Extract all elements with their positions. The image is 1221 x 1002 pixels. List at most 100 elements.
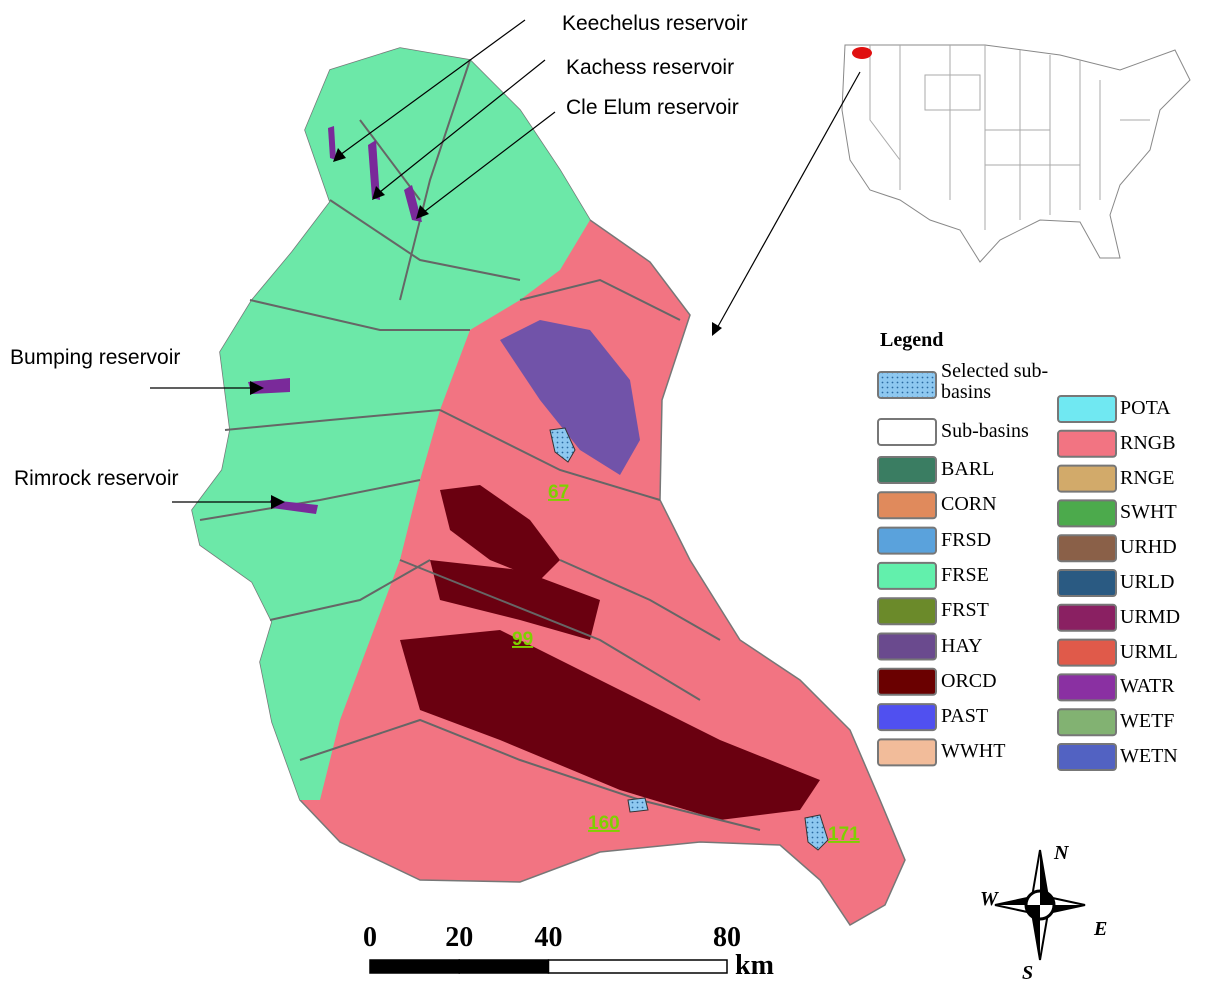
legend-label: URML [1120,640,1178,663]
inset-arrow [715,71,861,331]
arrow-head [416,205,429,219]
compass-label: S [1022,962,1033,984]
compass-label: W [980,888,999,910]
legend-swatch [1057,534,1117,563]
selected-sub-basin [627,797,649,813]
legend-swatch [1057,743,1117,771]
basin [191,47,906,926]
legend-swatch [1057,638,1117,667]
selected-sub-basin [549,427,576,463]
legend-swatch [877,597,937,626]
scale-unit: km [735,950,774,981]
legend-label: FRSE [941,563,989,586]
sub-basin-label: 160 [588,813,620,834]
sub-basin-lines [199,59,761,831]
legend-label: RNGB [1120,431,1176,454]
legend-swatch [1057,499,1117,528]
legend-label: WWHT [941,740,1006,763]
compass-label: E [1093,918,1107,940]
arrow [379,59,546,193]
legend-label: URMD [1120,605,1181,628]
legend-swatch [877,418,937,446]
reservoir [368,140,380,200]
legend-label: Selected sub-basins [941,360,1049,403]
legend-swatch [877,561,937,590]
legend-swatch [1057,708,1117,737]
reservoir-label: Rimrock reservoir [14,467,179,490]
legend-label: WETN [1120,745,1178,767]
legend-label: FRST [941,599,989,622]
arrow-head [271,495,285,509]
legend-label: HAY [941,634,983,657]
us-outline [841,44,1191,263]
legend-swatch [1057,395,1117,423]
selected-sub-basin [804,814,829,851]
arrow [339,19,526,156]
scale-label: 40 [535,922,563,953]
scale-segment [369,959,460,974]
inset-map [712,44,1191,336]
legend-swatch [877,491,937,520]
reservoir [404,185,422,222]
scale-segment [458,959,550,974]
arrow-head [333,148,346,162]
scale-label: 0 [363,922,377,953]
legend-label: RNGE [1120,466,1175,489]
legend-label: POTA [1120,397,1171,419]
compass-label: N [1053,842,1070,864]
compass: N E S W [980,842,1107,984]
legend-label: URHD [1120,536,1177,559]
legend-label: SWHT [1120,501,1177,524]
legend-label: CORN [941,493,997,516]
scale-label: 20 [445,922,473,953]
legend-swatch [1057,603,1117,632]
sub-basin-label: 171 [828,824,860,845]
arrow-head [372,186,385,200]
reservoir-label: Keechelus reservoir [562,12,748,35]
orchard-area [430,560,600,640]
scale-label: 80 [713,922,741,953]
legend-label: WATR [1120,675,1175,698]
arrow-head [712,322,722,336]
arrow-head [250,381,264,395]
orchard-area [440,485,560,580]
legend-swatch [877,456,937,484]
legend-swatch [1057,464,1117,493]
state-lines [869,45,1150,230]
legend-swatch [877,703,937,732]
washington-highlight [852,47,872,59]
arrow-heads [250,148,429,509]
reservoir-label: Cle Elum reservoir [566,96,739,119]
legend-label: Sub-basins [941,420,1029,442]
legend-swatch [877,632,937,661]
compass-star [995,850,1085,960]
reservoir-label: Bumping reservoir [10,346,180,369]
scale-segment [547,959,728,974]
legend-swatch [877,371,937,399]
arrow [423,111,556,213]
legend-label: ORCD [941,669,997,692]
reservoir [328,126,336,160]
legend-swatch [877,667,937,696]
legend-label: WETF [1120,710,1175,733]
orchard-area [400,630,820,820]
legend-label: BARL [941,458,995,480]
sub-basin-label: 67 [548,482,569,503]
legend-swatch [877,526,937,555]
forest-area [192,48,590,800]
wetland-area [500,320,640,475]
legend-swatch [1057,569,1117,597]
reservoir-arrows [150,19,556,503]
legend-label: FRSD [941,528,992,551]
reservoir-label: Kachess reservoir [566,56,734,79]
legend-swatch [1057,673,1117,702]
compass-center [1026,891,1054,919]
legend-title: Legend [880,329,943,351]
legend-swatch [1057,429,1117,458]
legend-label: PAST [941,705,989,728]
sub-basin-label: 99 [512,629,533,650]
legend-label: URLD [1120,571,1175,593]
